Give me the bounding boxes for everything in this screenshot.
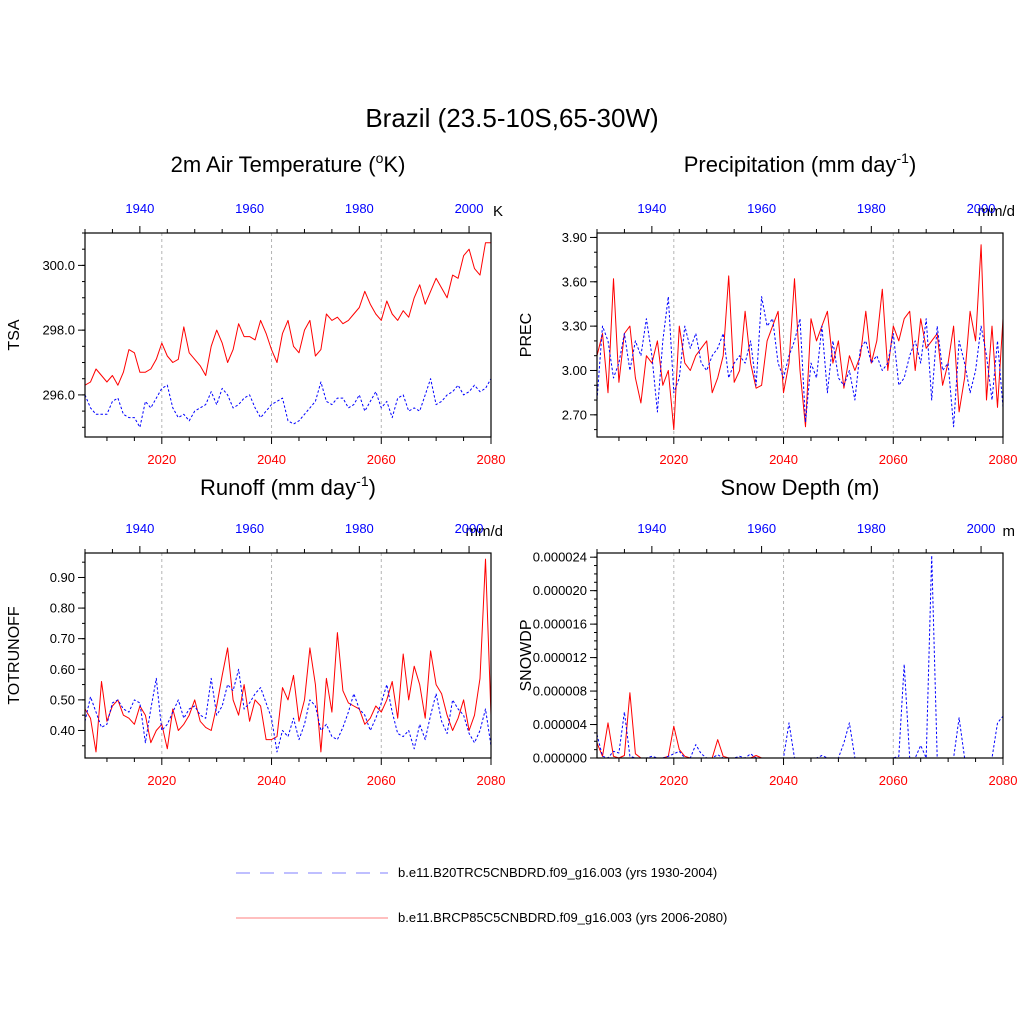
y-axis-label: PREC — [518, 313, 535, 357]
panel-tsa: 2m Air Temperature (oK) K TSA 296.0 298.0 300… — [6, 150, 505, 467]
panels: 2m Air Temperature (oK) K TSA 296.0 298.0 300… — [6, 150, 1017, 788]
y-tick-label: 0.000012 — [533, 650, 587, 665]
x-top-tick-label: 1980 — [345, 201, 374, 216]
y-tick-label: 0.000016 — [533, 617, 587, 632]
x-top-tick-label: 1940 — [637, 521, 666, 536]
series-line-future — [84, 558, 492, 753]
plot-frame — [596, 552, 1004, 759]
x-top-tick-label: 1960 — [235, 201, 264, 216]
x-bottom-tick-label: 2080 — [477, 773, 506, 788]
y-axis-label: TOTRUNOFF — [6, 606, 23, 705]
y-axis-label: SNOWDP — [518, 620, 535, 692]
panel-snowdp: Snow Depth (m) m SNOWDP 0.000000 0.000004 0.0… — [518, 475, 1017, 788]
x-top-tick-label: 1940 — [125, 521, 154, 536]
y-tick-label: 296.0 — [42, 387, 75, 402]
units-label: K — [493, 203, 503, 220]
x-bottom-tick-label: 2040 — [257, 773, 286, 788]
x-top-tick-label: 1980 — [345, 521, 374, 536]
plot-frame — [84, 232, 492, 438]
y-tick-label: 0.000020 — [533, 583, 587, 598]
units-label: mm/d — [978, 203, 1016, 220]
legend-label-historical: b.e11.B20TRC5CNBDRD.f09_g16.003 (yrs 193… — [398, 865, 717, 880]
panel-title: Precipitation (mm day-1) — [684, 150, 917, 177]
legend: b.e11.B20TRC5CNBDRD.f09_g16.003 (yrs 193… — [236, 865, 727, 925]
x-bottom-tick-label: 2020 — [659, 773, 688, 788]
x-top-tick-label: 2000 — [455, 201, 484, 216]
x-bottom-tick-label: 2080 — [989, 452, 1018, 467]
y-tick-label: 0.50 — [50, 692, 75, 707]
x-top-tick-label: 1940 — [125, 201, 154, 216]
x-top-tick-label: 1980 — [857, 521, 886, 536]
y-tick-label: 0.60 — [50, 662, 75, 677]
y-tick-label: 0.90 — [50, 570, 75, 585]
y-tick-label: 298.0 — [42, 323, 75, 338]
x-top-tick-label: 2000 — [967, 521, 996, 536]
x-top-tick-label: 1960 — [747, 521, 776, 536]
y-tick-label: 0.40 — [50, 723, 75, 738]
y-tick-label: 2.70 — [562, 407, 587, 422]
x-bottom-tick-label: 2080 — [477, 452, 506, 467]
y-tick-label: 3.90 — [562, 230, 587, 245]
x-bottom-tick-label: 2080 — [989, 773, 1018, 788]
y-tick-label: 0.000000 — [533, 751, 587, 766]
x-bottom-tick-label: 2060 — [879, 452, 908, 467]
panel-totrunoff: Runoff (mm day-1) mm/d TOTRUNOFF 0.40 0.50 0.… — [6, 473, 505, 788]
y-tick-label: 3.60 — [562, 274, 587, 289]
legend-label-future: b.e11.BRCP85C5CNBDRD.f09_g16.003 (yrs 20… — [398, 910, 727, 925]
x-bottom-tick-label: 2020 — [659, 452, 688, 467]
x-bottom-tick-label: 2040 — [257, 452, 286, 467]
x-top-tick-label: 2000 — [455, 521, 484, 536]
x-top-tick-label: 1960 — [235, 521, 264, 536]
x-top-tick-label: 1940 — [637, 201, 666, 216]
x-top-tick-label: 1960 — [747, 201, 776, 216]
units-label: m — [1003, 523, 1016, 540]
x-bottom-tick-label: 2020 — [147, 452, 176, 467]
y-tick-label: 3.00 — [562, 363, 587, 378]
panel-prec: Precipitation (mm day-1) mm/d PREC 2.70 3.00… — [518, 150, 1017, 467]
figure-title: Brazil (23.5-10S,65-30W) — [365, 103, 658, 133]
x-bottom-tick-label: 2040 — [769, 452, 798, 467]
plot-frame — [596, 232, 1004, 438]
series-line-historical — [84, 378, 492, 428]
x-top-tick-label: 1980 — [857, 201, 886, 216]
series-line-historical — [84, 668, 492, 753]
x-bottom-tick-label: 2060 — [879, 773, 908, 788]
x-bottom-tick-label: 2060 — [367, 773, 396, 788]
series-line-historical — [596, 296, 1004, 428]
x-bottom-tick-label: 2060 — [367, 452, 396, 467]
y-tick-label: 0.000008 — [533, 684, 587, 699]
x-top-tick-label: 2000 — [967, 201, 996, 216]
y-tick-label: 300.0 — [42, 258, 75, 273]
x-bottom-tick-label: 2040 — [769, 773, 798, 788]
plot-frame — [84, 552, 492, 759]
panel-title: 2m Air Temperature (oK) — [171, 150, 406, 177]
series-line-future — [84, 242, 491, 386]
y-tick-label: 3.30 — [562, 319, 587, 334]
panel-title: Runoff (mm day-1) — [200, 473, 376, 500]
panel-title: Snow Depth (m) — [721, 475, 880, 500]
y-tick-label: 0.80 — [50, 601, 75, 616]
y-tick-label: 0.70 — [50, 631, 75, 646]
x-bottom-tick-label: 2020 — [147, 773, 176, 788]
series-line-future — [596, 244, 1004, 431]
y-axis-label: TSA — [6, 319, 23, 350]
y-tick-label: 0.000024 — [533, 550, 587, 565]
y-tick-label: 0.000004 — [533, 717, 587, 732]
units-label: mm/d — [466, 523, 504, 540]
